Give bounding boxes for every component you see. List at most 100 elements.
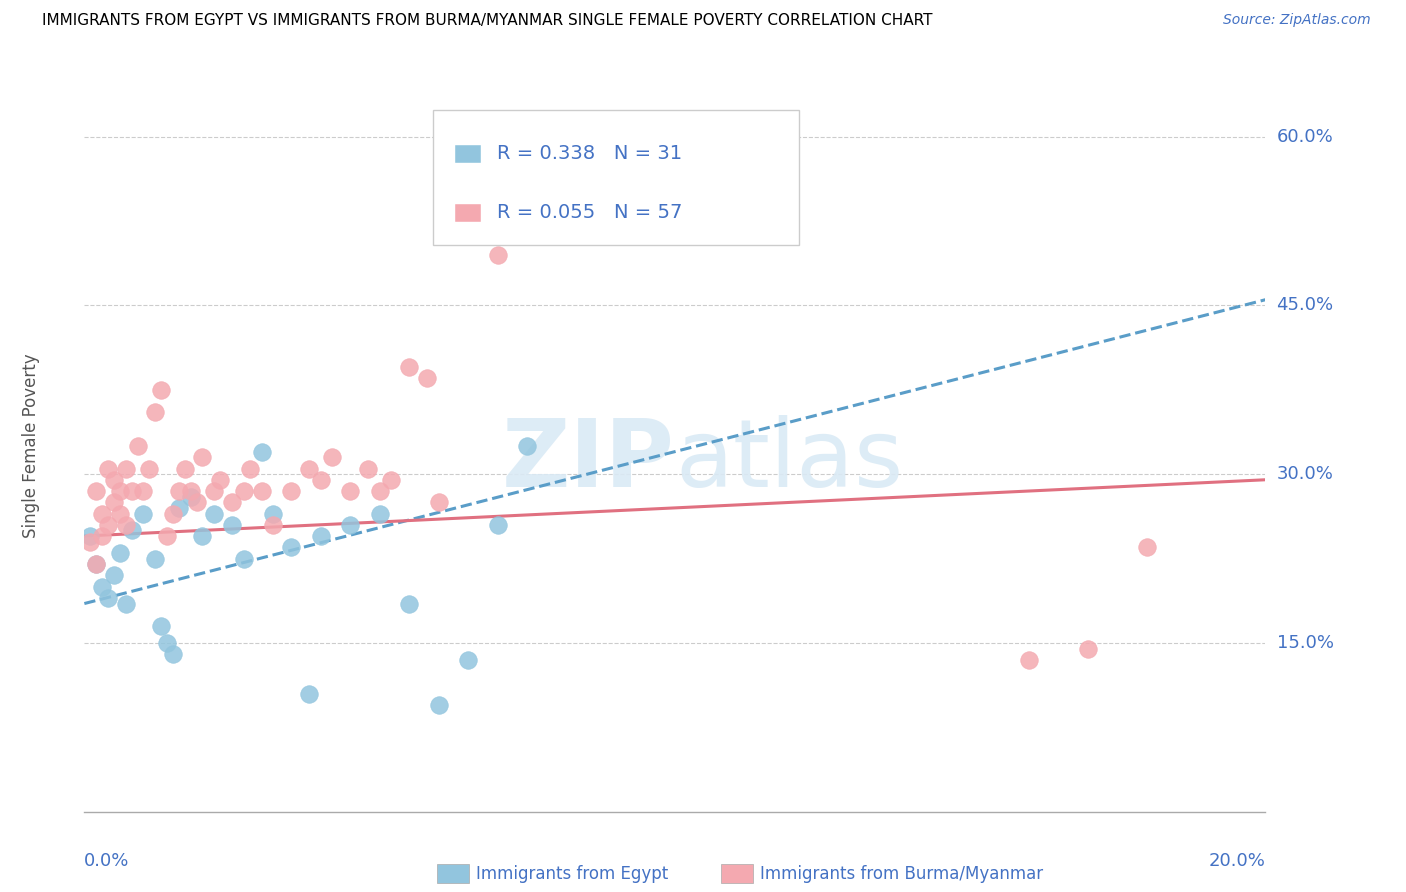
Point [309,473,332,487]
Point [114,461,136,475]
Point [486,248,509,262]
Point [91,507,114,521]
Point [114,517,136,532]
Point [321,450,343,465]
Text: Immigrants from Burma/Myanmar: Immigrants from Burma/Myanmar [759,864,1043,882]
Point [180,490,202,504]
Point [232,551,254,566]
Point [239,461,262,475]
Point [398,597,420,611]
Point [486,517,509,532]
Text: R = 0.055   N = 57: R = 0.055 N = 57 [498,202,683,222]
Point [103,495,125,509]
Point [232,483,254,498]
Point [1136,541,1159,555]
Point [280,541,302,555]
Text: Immigrants from Egypt: Immigrants from Egypt [477,864,669,882]
Text: Single Female Poverty: Single Female Poverty [22,354,41,538]
Point [380,473,402,487]
Point [167,483,190,498]
Point [150,383,173,397]
Point [186,495,208,509]
Point [103,568,125,582]
Point [167,500,190,515]
Point [209,473,232,487]
Point [156,529,179,543]
Point [416,371,439,385]
Point [108,546,131,560]
Text: 20.0%: 20.0% [1209,852,1265,870]
Point [398,360,420,375]
Text: 30.0%: 30.0% [1277,465,1333,483]
Point [357,461,380,475]
Point [91,580,114,594]
Point [143,551,166,566]
FancyBboxPatch shape [456,145,481,163]
Point [280,483,302,498]
Text: R = 0.338   N = 31: R = 0.338 N = 31 [498,144,682,163]
Point [138,461,160,475]
Point [84,483,107,498]
Point [97,517,120,532]
Point [132,507,155,521]
Point [1077,641,1099,656]
Point [143,405,166,419]
Point [262,507,284,521]
Point [309,529,332,543]
Point [339,517,361,532]
Text: 0.0%: 0.0% [84,852,129,870]
Point [97,461,120,475]
Point [298,461,321,475]
Point [368,507,391,521]
Point [191,450,214,465]
Point [221,517,243,532]
Point [162,647,184,661]
Text: 60.0%: 60.0% [1277,128,1333,145]
FancyBboxPatch shape [721,863,752,883]
Point [368,483,391,498]
Point [250,444,273,458]
Point [156,636,179,650]
Point [427,495,450,509]
Point [84,557,107,571]
Point [339,483,361,498]
Point [121,524,143,538]
Point [298,687,321,701]
Point [108,483,131,498]
Point [221,495,243,509]
Text: 45.0%: 45.0% [1277,296,1334,314]
Point [202,507,225,521]
Point [173,461,195,475]
Point [516,439,538,453]
Point [103,473,125,487]
Point [97,591,120,605]
Point [250,483,273,498]
Text: ZIP: ZIP [502,415,675,507]
Point [132,483,155,498]
Point [127,439,149,453]
Text: 15.0%: 15.0% [1277,634,1333,652]
FancyBboxPatch shape [437,863,470,883]
Point [114,597,136,611]
Point [202,483,225,498]
Point [150,619,173,633]
Text: Source: ZipAtlas.com: Source: ZipAtlas.com [1223,13,1371,28]
Point [457,180,479,194]
Text: atlas: atlas [675,415,903,507]
Point [180,483,202,498]
Point [262,517,284,532]
Point [79,534,101,549]
Text: IMMIGRANTS FROM EGYPT VS IMMIGRANTS FROM BURMA/MYANMAR SINGLE FEMALE POVERTY COR: IMMIGRANTS FROM EGYPT VS IMMIGRANTS FROM… [42,13,932,29]
Point [91,529,114,543]
Point [457,653,479,667]
Point [79,529,101,543]
Point [121,483,143,498]
FancyBboxPatch shape [456,204,481,222]
Point [427,698,450,712]
Point [191,529,214,543]
Point [162,507,184,521]
Point [1018,653,1040,667]
Point [108,507,131,521]
FancyBboxPatch shape [433,110,799,245]
Point [84,557,107,571]
